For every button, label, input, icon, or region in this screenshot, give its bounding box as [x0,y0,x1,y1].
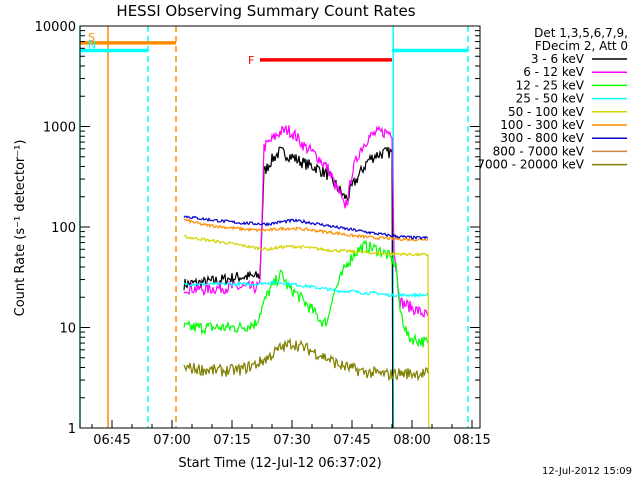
y-tick-label-0: 1 [68,422,76,437]
legend-label-8: 7000 - 20000 keV [477,158,584,172]
legend-label-4: 50 - 100 keV [508,105,585,119]
flag-label-S: S [88,31,95,44]
legend: Det 1,3,5,6,7,9, FDecim 2, Att 0 3 - 6 k… [477,26,628,172]
chart-title: HESSI Observing Summary Count Rates [116,2,415,20]
legend-label-1: 6 - 12 keV [523,65,585,79]
interval-markers [79,26,469,428]
series-8 [183,337,429,382]
x-tick-label-1: 07:00 [153,433,190,448]
y-tick-label-1: 10 [59,322,76,337]
flag-label-F: F [248,54,254,67]
legend-label-5: 100 - 300 keV [500,118,584,132]
y-tick-label-3: 1000 [43,121,76,136]
x-tick-label-5: 08:00 [393,433,430,448]
y-axis-label: Count Rate (s⁻¹ detector⁻¹) [13,140,28,317]
flag-bars: SN F [80,31,468,67]
series-3 [183,280,429,299]
x-axis-label: Start Time (12-Jul-12 06:37:02) [178,456,381,471]
legend-label-6: 300 - 800 keV [500,131,584,145]
flag-label-N: N [88,39,96,52]
y-tick-label-2: 100 [51,221,76,236]
legend-label-7: 800 - 7000 keV [493,144,585,158]
legend-label-3: 25 - 50 keV [516,92,585,106]
x-tick-label-6: 08:15 [453,433,490,448]
x-axis-ticks: 06:45 07:00 07:15 07:30 07:45 08:00 08:15 [91,420,491,448]
data-series [183,125,430,429]
timestamp: 12-Jul-2012 15:09 [542,466,632,477]
plot-frame [79,25,481,429]
series-0 [183,146,394,429]
legend-label-0: 3 - 6 keV [531,52,585,66]
series-4 [183,234,430,429]
series-6 [183,215,429,241]
x-tick-label-2: 07:15 [213,433,250,448]
plot-area: SNF 06:45 07:00 07:15 07:30 07:45 08:00 08:15 … [35,20,491,448]
legend-header-line-1: Det 1,3,5,6,7,9, [534,26,628,40]
x-tick-label-0: 06:45 [93,433,130,448]
y-tick-label-4: 10000 [35,20,76,35]
series-5 [183,218,429,242]
y-axis-ticks: 1 10 100 1000 10000 [35,20,480,437]
legend-header-line-2: FDecim 2, Att 0 [535,39,628,53]
series-1 [183,125,429,319]
x-tick-label-4: 07:45 [333,433,370,448]
series-2 [183,239,429,348]
x-tick-label-3: 07:30 [273,433,310,448]
legend-label-2: 12 - 25 keV [516,78,585,92]
